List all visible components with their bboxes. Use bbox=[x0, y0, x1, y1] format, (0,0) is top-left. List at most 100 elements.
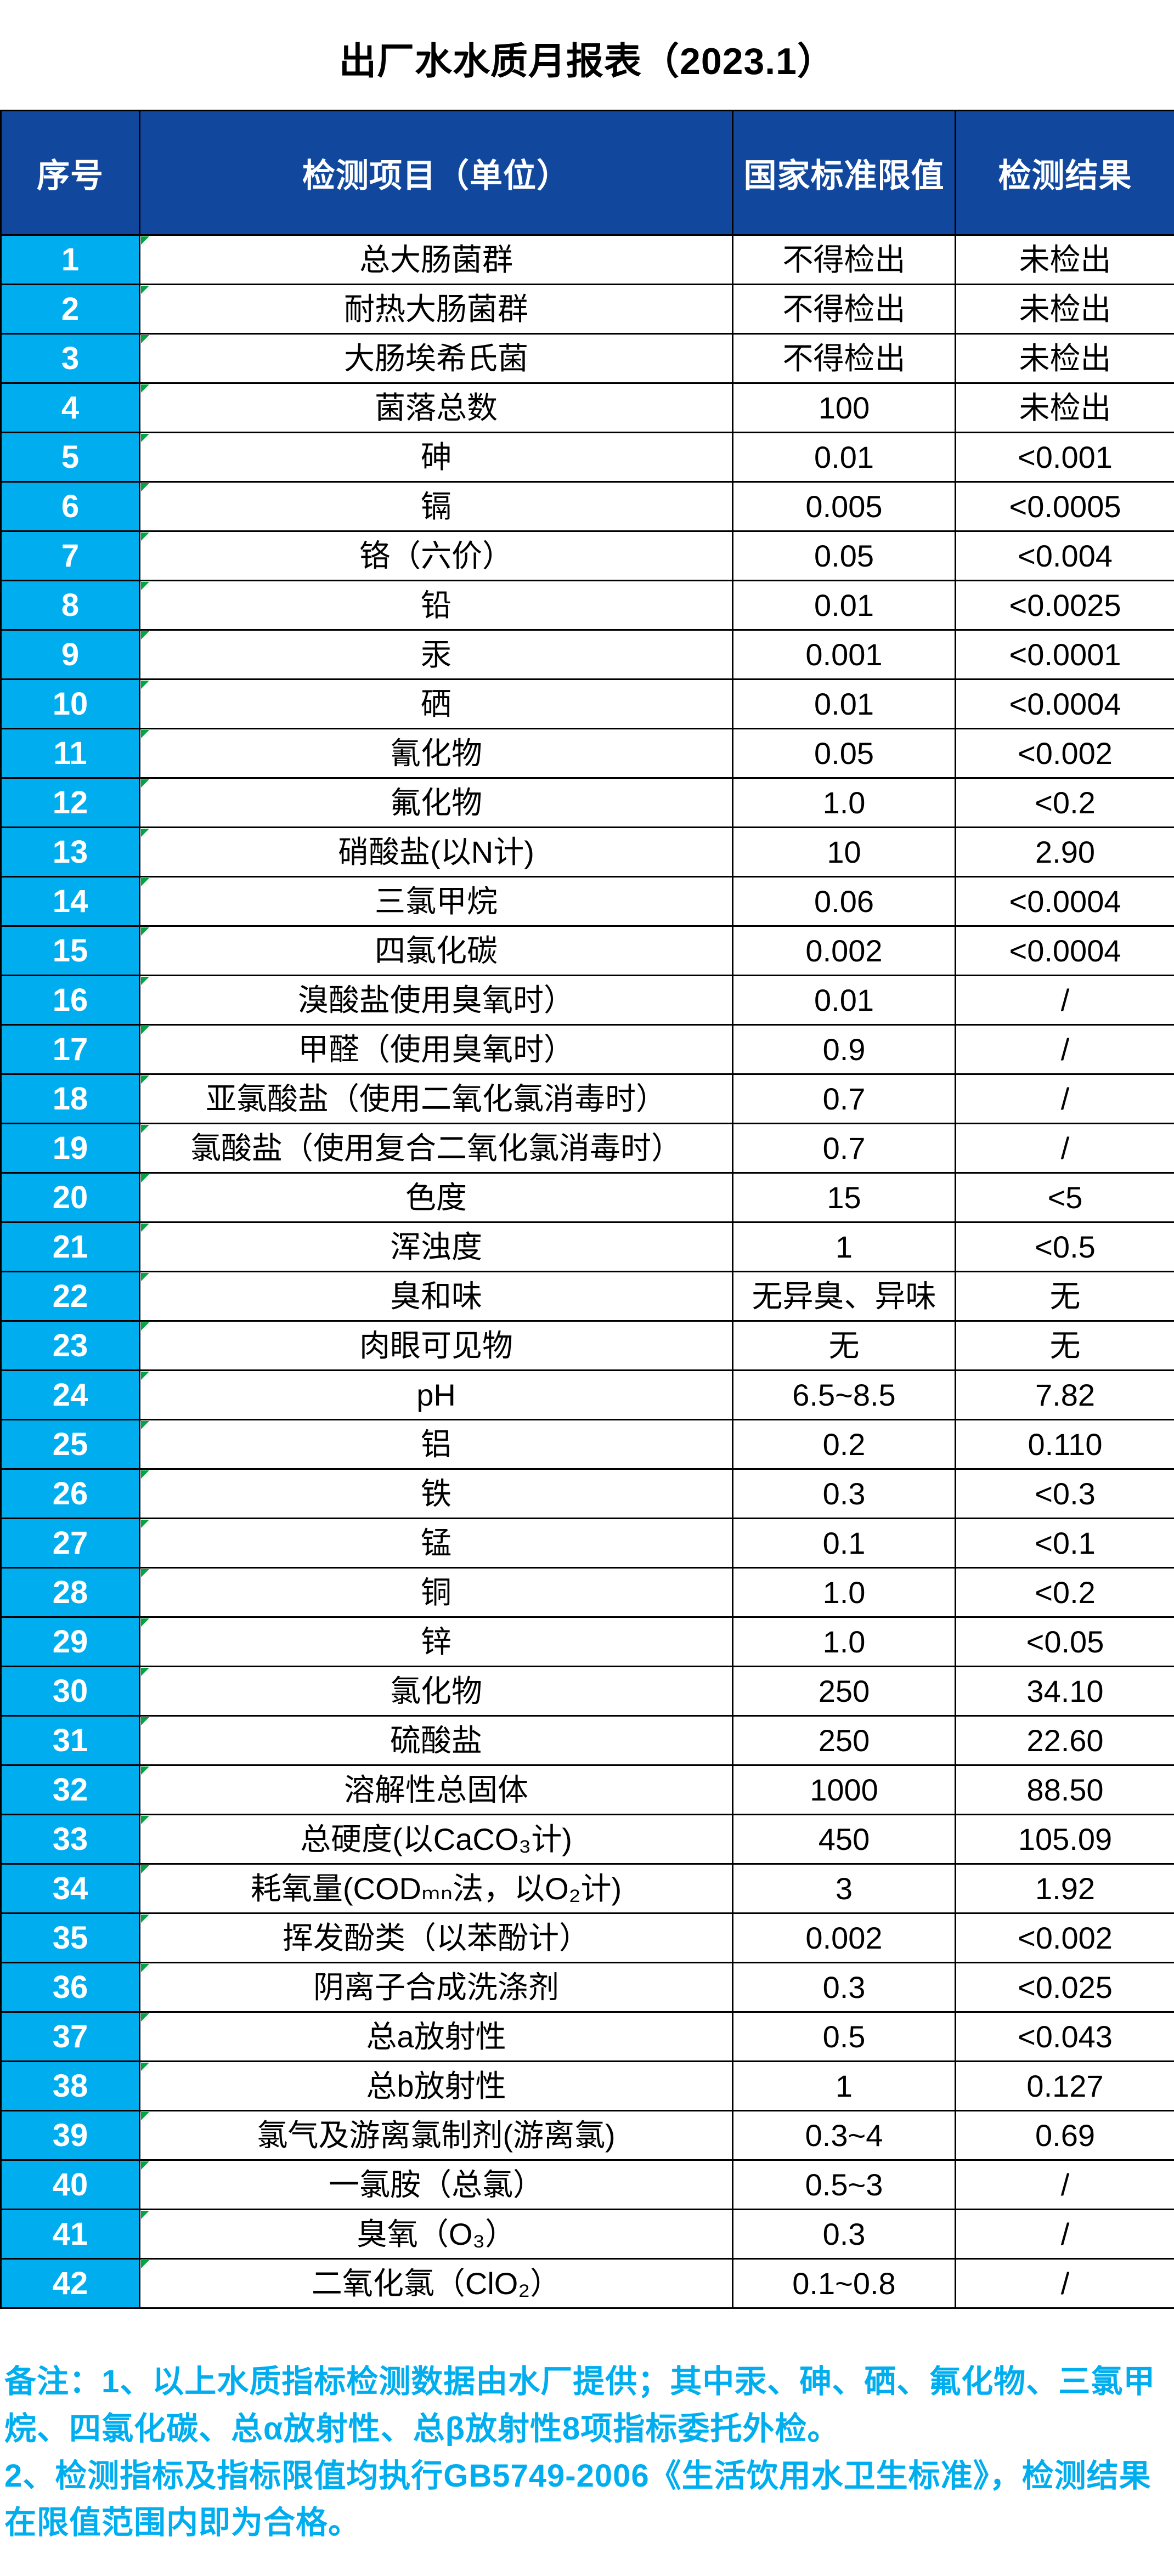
green-triangle-icon bbox=[141, 1717, 149, 1725]
green-triangle-icon bbox=[141, 1767, 149, 1775]
result-cell: 0.110 bbox=[955, 1419, 1174, 1470]
row-number-cell: 35 bbox=[0, 1912, 140, 1963]
result-cell: <0.001 bbox=[955, 432, 1174, 483]
result-cell: <0.3 bbox=[955, 1468, 1174, 1519]
item-cell: 锌 bbox=[139, 1616, 733, 1667]
item-cell: 臭和味 bbox=[139, 1271, 733, 1322]
row-number-cell: 11 bbox=[0, 728, 140, 779]
table-row: 29 锌 1.0 <0.05 bbox=[0, 1616, 1174, 1667]
result-cell: / bbox=[955, 1123, 1174, 1174]
item-cell: 耐热大肠菌群 bbox=[139, 284, 733, 335]
item-cell: 亚氯酸盐（使用二氧化氯消毒时） bbox=[139, 1073, 733, 1124]
item-label: 一氯胺（总氯） bbox=[329, 2167, 544, 2202]
item-cell: 铬（六价） bbox=[139, 530, 733, 581]
green-triangle-icon bbox=[141, 1322, 149, 1331]
table-row: 27 锰 0.1 <0.1 bbox=[0, 1518, 1174, 1569]
row-number-cell: 33 bbox=[0, 1814, 140, 1865]
row-number-cell: 17 bbox=[0, 1024, 140, 1075]
item-label: 耐热大肠菌群 bbox=[344, 291, 528, 326]
row-number-cell: 2 bbox=[0, 284, 140, 335]
table-row: 14 三氯甲烷 0.06 <0.0004 bbox=[0, 876, 1174, 927]
item-cell: 四氯化碳 bbox=[139, 925, 733, 976]
table-row: 15 四氯化碳 0.002 <0.0004 bbox=[0, 925, 1174, 976]
result-cell: <0.0004 bbox=[955, 876, 1174, 927]
result-cell: 未检出 bbox=[955, 382, 1174, 433]
result-cell: <0.043 bbox=[955, 2011, 1174, 2062]
item-label: 肉眼可见物 bbox=[359, 1328, 513, 1363]
table-row: 34 耗氧量(CODₘₙ法，以O₂计) 3 1.92 bbox=[0, 1863, 1174, 1914]
item-label: 三氯甲烷 bbox=[375, 884, 498, 919]
item-cell: 肉眼可见物 bbox=[139, 1320, 733, 1371]
item-label: 大肠埃希氏菌 bbox=[344, 341, 528, 376]
limit-cell: 0.001 bbox=[732, 629, 956, 680]
green-triangle-icon bbox=[141, 1026, 149, 1034]
table-row: 41 臭氧（O₃） 0.3 / bbox=[0, 2209, 1174, 2260]
row-number-cell: 15 bbox=[0, 925, 140, 976]
limit-cell: 0.1~0.8 bbox=[732, 2258, 956, 2309]
item-cell: 总硬度(以CaCO₃计) bbox=[139, 1814, 733, 1865]
item-label: 氯化物 bbox=[390, 1673, 482, 1708]
limit-cell: 0.3~4 bbox=[732, 2110, 956, 2161]
item-cell: 总a放射性 bbox=[139, 2011, 733, 2062]
water-quality-table: 序号 检测项目（单位） 国家标准限值 检测结果 1 总大肠菌群 不得检出 未检出… bbox=[0, 110, 1174, 2309]
item-label: 总a放射性 bbox=[366, 2019, 506, 2054]
limit-cell: 6.5~8.5 bbox=[732, 1369, 956, 1420]
result-cell: 未检出 bbox=[955, 333, 1174, 384]
limit-cell: 0.2 bbox=[732, 1419, 956, 1470]
item-label: 锰 bbox=[421, 1525, 451, 1560]
table-row: 2 耐热大肠菌群 不得检出 未检出 bbox=[0, 284, 1174, 335]
green-triangle-icon bbox=[141, 1964, 149, 1972]
row-number-cell: 16 bbox=[0, 975, 140, 1026]
table-row: 17 甲醛（使用臭氧时） 0.9 / bbox=[0, 1024, 1174, 1075]
green-triangle-icon bbox=[141, 1372, 149, 1380]
row-number-cell: 1 bbox=[0, 234, 140, 285]
row-number-cell: 18 bbox=[0, 1073, 140, 1124]
limit-cell: 0.3 bbox=[732, 2209, 956, 2260]
table-row: 22 臭和味 无异臭、异味 无 bbox=[0, 1271, 1174, 1322]
green-triangle-icon bbox=[141, 286, 149, 294]
item-cell: pH bbox=[139, 1369, 733, 1420]
green-triangle-icon bbox=[141, 681, 149, 689]
limit-cell: 0.1 bbox=[732, 1518, 956, 1569]
green-triangle-icon bbox=[141, 977, 149, 985]
limit-cell: 0.3 bbox=[732, 1962, 956, 2013]
limit-cell: 0.01 bbox=[732, 678, 956, 729]
item-label: 铜 bbox=[421, 1575, 451, 1610]
green-triangle-icon bbox=[141, 533, 149, 541]
limit-cell: 0.05 bbox=[732, 728, 956, 779]
limit-cell: 1 bbox=[732, 1221, 956, 1272]
table-row: 30 氯化物 250 34.10 bbox=[0, 1666, 1174, 1717]
limit-cell: 15 bbox=[732, 1172, 956, 1223]
result-cell: <5 bbox=[955, 1172, 1174, 1223]
table-row: 9 汞 0.001 <0.0001 bbox=[0, 629, 1174, 680]
table-row: 3 大肠埃希氏菌 不得检出 未检出 bbox=[0, 333, 1174, 384]
table-row: 8 铅 0.01 <0.0025 bbox=[0, 580, 1174, 631]
item-cell: 溴酸盐使用臭氧时） bbox=[139, 975, 733, 1026]
result-cell: 未检出 bbox=[955, 234, 1174, 285]
item-cell: 耗氧量(CODₘₙ法，以O₂计) bbox=[139, 1863, 733, 1914]
row-number-cell: 40 bbox=[0, 2159, 140, 2210]
item-cell: 挥发酚类（以苯酚计） bbox=[139, 1912, 733, 1963]
note-1: 备注：1、以上水质指标检测数据由水厂提供；其中汞、砷、硒、氟化物、三氯甲烷、四氯… bbox=[4, 2364, 1156, 2447]
item-label: 亚氯酸盐（使用二氧化氯消毒时） bbox=[206, 1081, 667, 1116]
table-row: 42 二氧化氯（ClO₂） 0.1~0.8 / bbox=[0, 2258, 1174, 2309]
result-cell: 1.92 bbox=[955, 1863, 1174, 1914]
row-number-cell: 25 bbox=[0, 1419, 140, 1470]
limit-cell: 不得检出 bbox=[732, 234, 956, 285]
table-body: 1 总大肠菌群 不得检出 未检出 2 耐热大肠菌群 不得检出 未检出 3 大肠埃… bbox=[0, 234, 1174, 2309]
green-triangle-icon bbox=[141, 335, 149, 343]
limit-cell: 3 bbox=[732, 1863, 956, 1914]
limit-cell: 0.7 bbox=[732, 1123, 956, 1174]
green-triangle-icon bbox=[141, 236, 149, 245]
item-cell: 镉 bbox=[139, 481, 733, 532]
table-row: 39 氯气及游离氯制剂(游离氯) 0.3~4 0.69 bbox=[0, 2110, 1174, 2161]
item-cell: 硫酸盐 bbox=[139, 1715, 733, 1766]
row-number-cell: 24 bbox=[0, 1369, 140, 1420]
table-row: 7 铬（六价） 0.05 <0.004 bbox=[0, 530, 1174, 581]
green-triangle-icon bbox=[141, 1569, 149, 1577]
row-number-cell: 5 bbox=[0, 432, 140, 483]
table-row: 36 阴离子合成洗涤剂 0.3 <0.025 bbox=[0, 1962, 1174, 2013]
limit-cell: 1.0 bbox=[732, 1567, 956, 1618]
green-triangle-icon bbox=[141, 1273, 149, 1281]
green-triangle-icon bbox=[141, 2013, 149, 2022]
